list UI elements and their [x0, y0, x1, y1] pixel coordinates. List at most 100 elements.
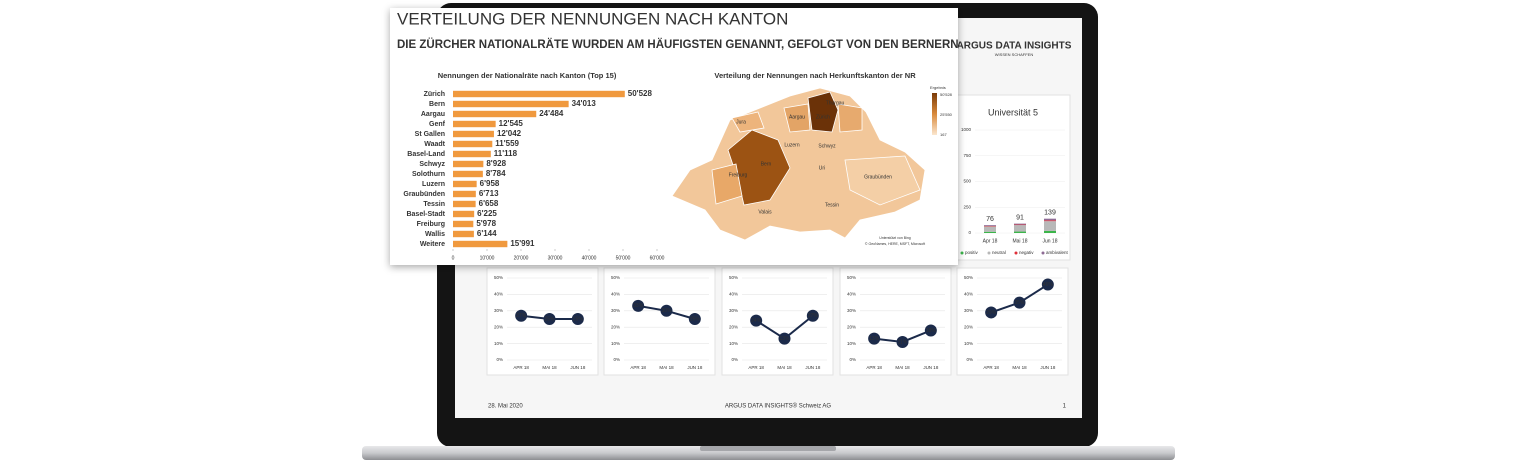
- y-tick-label: Basel-Land: [407, 151, 445, 158]
- point: [985, 306, 998, 319]
- panel: [721, 267, 834, 376]
- y-tick-label: Waadt: [424, 141, 445, 148]
- map-source: © GeoNames, HERE, MSFT, Microsoft: [865, 242, 925, 246]
- y-tick-label: 50%: [611, 275, 620, 280]
- y-tick-label: 30%: [847, 308, 856, 313]
- value-label: 6'713: [479, 189, 499, 198]
- y-tick-label: Solothurn: [412, 171, 445, 178]
- x-tick-label: JUN 18: [1040, 365, 1056, 370]
- value-label: 11'118: [494, 149, 518, 158]
- y-tick-label: 10%: [847, 341, 856, 346]
- x-tick-label: 50'000: [616, 255, 631, 261]
- value-label: 24'484: [539, 109, 564, 118]
- y-tick-label: 50%: [494, 275, 503, 280]
- point: [688, 313, 701, 325]
- value-label: 25%: [573, 316, 584, 322]
- footer-date: 28. Mai 2020: [488, 404, 523, 410]
- laptop-notch: [700, 446, 836, 451]
- x-tick-label: 20'000: [514, 255, 529, 261]
- value-label: 34'013: [572, 99, 597, 108]
- bar-segment: [1044, 220, 1056, 222]
- y-tick-label: 20%: [964, 324, 973, 329]
- x-tick-label: 10'000: [480, 255, 495, 261]
- laptop-base: [362, 446, 1175, 460]
- x-tick-label: JUN 18: [805, 365, 821, 370]
- map-region: [731, 111, 765, 133]
- point: [632, 299, 645, 312]
- y-tick-label: 40%: [729, 292, 738, 297]
- value-label: 25%: [690, 316, 701, 322]
- map-label: Valais: [758, 209, 772, 215]
- legend-label: positiv: [965, 250, 979, 255]
- y-tick-label: 0%: [966, 357, 973, 362]
- y-tick-label: 10%: [494, 341, 503, 346]
- y-tick-label: 40%: [847, 292, 856, 297]
- y-tick-label: Basel-Stadt: [406, 211, 445, 218]
- y-tick-label: 30%: [611, 308, 620, 313]
- value-label: 33%: [633, 303, 644, 309]
- y-tick-label: Zürich: [424, 91, 445, 98]
- footer-company: ARGUS DATA INSIGHTS® Schweiz AG: [725, 403, 832, 410]
- total-label: 139: [1044, 210, 1056, 217]
- x-tick-label: 0: [452, 255, 455, 261]
- x-tick-label: JUN 18: [923, 365, 939, 370]
- y-tick-label: Schwyz: [419, 161, 445, 168]
- bar: [453, 200, 476, 208]
- map-label: Uri: [819, 165, 825, 171]
- bar: [453, 150, 491, 158]
- y-tick-label: 20%: [729, 324, 738, 329]
- y-tick-label: 50%: [847, 275, 856, 280]
- y-tick-label: Tessin: [423, 201, 445, 208]
- y-tick-label: 0%: [613, 357, 620, 362]
- legend-gradient: [932, 93, 937, 135]
- map-title: Verteilung der Nennungen nach Herkunftsk…: [714, 71, 916, 80]
- x-tick-label: APR 18: [513, 365, 529, 370]
- x-tick-label: MAI 18: [542, 365, 557, 370]
- x-tick-label: Apr 18: [983, 238, 998, 244]
- map-label: Freiburg: [729, 172, 748, 178]
- bar: [453, 220, 474, 228]
- point: [806, 309, 819, 322]
- bar: [453, 230, 474, 238]
- value-label: 46%: [1043, 282, 1054, 288]
- x-tick-label: JUN 18: [687, 365, 703, 370]
- x-tick-label: Mai 18: [1012, 238, 1027, 244]
- y-tick-label: 30%: [964, 308, 973, 313]
- map-label: Thurgau: [826, 100, 845, 106]
- value-label: 12'042: [497, 129, 522, 138]
- legend-label: negativ: [1019, 250, 1034, 255]
- bar: [453, 90, 625, 98]
- bar-segment: [1044, 230, 1056, 233]
- y-tick-label: 10%: [964, 341, 973, 346]
- y-tick-label: 30%: [729, 308, 738, 313]
- value-label: 30%: [661, 308, 672, 314]
- value-label: 13%: [779, 336, 790, 342]
- y-tick-label: 0%: [496, 357, 503, 362]
- x-tick-label: MAI 18: [895, 365, 910, 370]
- legend-swatch: [987, 251, 991, 255]
- map-label: Schwyz: [818, 143, 836, 149]
- y-tick-label: Luzern: [422, 181, 445, 188]
- y-tick-label: 50%: [964, 275, 973, 280]
- y-tick-label: 20%: [611, 324, 620, 329]
- y-tick-label: 40%: [964, 292, 973, 297]
- y-tick-label: Bern: [429, 101, 445, 108]
- value-label: 6'144: [477, 229, 497, 238]
- point: [571, 313, 584, 325]
- legend-title: Ergebnis: [930, 85, 946, 90]
- bar: [453, 160, 484, 168]
- legend-label: 167: [940, 132, 947, 137]
- value-label: 18%: [926, 328, 937, 334]
- value-label: 11'559: [495, 139, 519, 148]
- legend-label: 50'528: [940, 92, 953, 97]
- x-tick-label: JUN 18: [570, 365, 586, 370]
- y-tick-label: 50%: [729, 275, 738, 280]
- y-tick-label: 0%: [849, 357, 856, 362]
- y-tick-label: 500: [963, 179, 971, 184]
- x-tick-label: APR 18: [630, 365, 646, 370]
- point: [543, 313, 556, 325]
- bar: [453, 110, 537, 118]
- bar: [453, 120, 496, 128]
- y-tick-label: 20%: [847, 324, 856, 329]
- bar-segment: [1014, 223, 1026, 225]
